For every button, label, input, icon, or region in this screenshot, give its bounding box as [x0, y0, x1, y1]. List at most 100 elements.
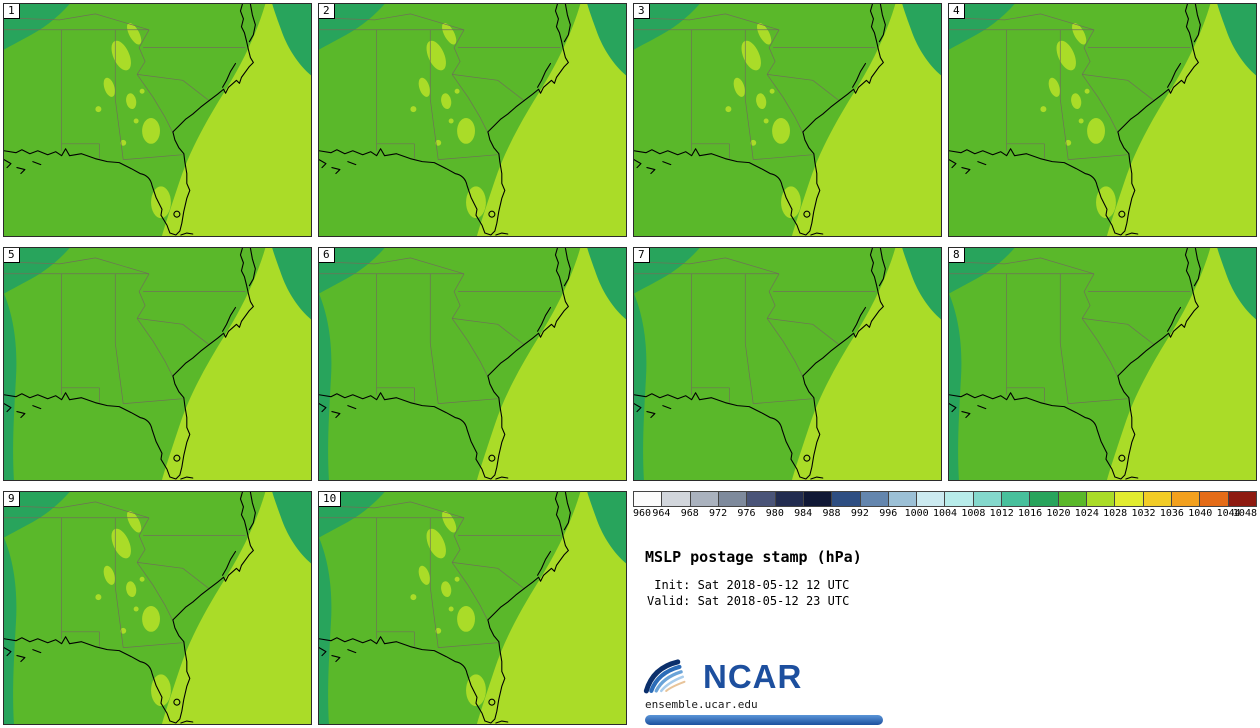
mslp-map	[319, 492, 626, 724]
colorbar-labels: 960 964 968 972 976 980 984 988 992 996 1000 1004 10…	[633, 508, 1257, 521]
colorbar-segment	[832, 492, 861, 506]
delmarva-coast	[248, 4, 256, 43]
panel-number-label: 6	[319, 248, 335, 263]
colorbar	[633, 491, 1257, 507]
colorbar-tick-label: 1032	[1131, 508, 1156, 519]
colorbar-tick-label: 1028	[1103, 508, 1128, 519]
low-pressure-west-strip	[634, 293, 647, 480]
colorbar-tick-label: 980	[765, 508, 784, 519]
high-pressure-region	[476, 248, 626, 480]
florida-keys	[180, 720, 194, 724]
forecast-panel: 7	[633, 247, 942, 481]
gulf-marsh	[4, 647, 42, 663]
colorbar-segment	[1087, 492, 1116, 506]
delmarva-coast	[248, 492, 256, 531]
forecast-panel: 10	[318, 491, 627, 725]
forecast-panel: 8	[948, 247, 1257, 481]
ncar-logo: NCAR	[643, 656, 1257, 696]
footer-blue-bar	[645, 715, 883, 725]
coastline	[949, 248, 1201, 480]
colorbar-tick-label: 960	[633, 508, 652, 519]
inland-light-pressure-patches	[95, 510, 171, 707]
low-pressure-west-strip	[4, 537, 17, 724]
colorbar-tick-label: 972	[709, 508, 728, 519]
lake-okeechobee	[488, 454, 496, 462]
colorbar-segment	[1002, 492, 1031, 506]
colorbar-segment	[1171, 492, 1201, 506]
colorbar-tick-label: 992	[850, 508, 869, 519]
colorbar-segment	[775, 492, 804, 506]
gulf-and-atlantic-coast	[949, 4, 1199, 236]
forecast-panel: 9	[3, 491, 312, 725]
colorbar-segment	[1115, 492, 1144, 506]
panel-number-label: 7	[634, 248, 650, 263]
florida-keys	[810, 232, 824, 236]
inland-light-pressure-patches	[1040, 22, 1116, 219]
state-borders	[634, 13, 876, 161]
low-pressure-nw-corner	[949, 248, 1015, 294]
state-borders	[949, 257, 1191, 405]
colorbar-segment	[718, 492, 748, 506]
inland-light-extra	[95, 88, 171, 219]
colorbar-segment	[860, 492, 889, 506]
gulf-and-atlantic-coast	[949, 248, 1199, 480]
colorbar-tick-label: 1040	[1188, 508, 1213, 519]
state-borders	[4, 501, 246, 649]
florida-keys	[1125, 476, 1139, 480]
pamlico-sound	[537, 62, 552, 88]
inland-light-extra	[410, 88, 486, 219]
delmarva-coast	[563, 248, 571, 287]
coastline	[4, 4, 256, 236]
colorbar-tick-label: 1004	[932, 508, 958, 519]
forecast-panel: 5	[3, 247, 312, 481]
mslp-map	[4, 492, 311, 724]
pamlico-sound	[852, 306, 867, 332]
inland-light-pressure-patches	[410, 510, 486, 707]
lake-okeechobee	[803, 210, 811, 218]
colorbar-tick-label: 988	[822, 508, 841, 519]
colorbar-segment	[973, 492, 1003, 506]
init-valid-times: Init: Sat 2018-05-12 12 UTC Valid: Sat 2…	[647, 578, 1257, 609]
gulf-marsh	[949, 159, 987, 175]
pamlico-sound	[222, 550, 237, 576]
colorbar-segment	[1143, 492, 1172, 506]
low-pressure-ne-corner	[272, 492, 311, 564]
colorbar-tick-label: 1012	[989, 508, 1014, 519]
plot-title: MSLP postage stamp (hPa)	[645, 548, 862, 566]
low-pressure-nw-corner	[4, 4, 70, 50]
florida-keys	[180, 476, 194, 480]
colorbar-tick-label: 976	[737, 508, 756, 519]
mslp-map	[949, 248, 1256, 480]
low-pressure-ne-corner	[587, 4, 626, 76]
pamlico-sound	[1167, 306, 1182, 332]
forecast-panel: 4	[948, 3, 1257, 237]
high-pressure-region	[161, 248, 311, 480]
state-borders	[319, 501, 561, 649]
coastline	[4, 492, 256, 724]
forecast-panel: 3	[633, 3, 942, 237]
gulf-marsh	[319, 159, 357, 175]
low-pressure-ne-corner	[1217, 248, 1256, 320]
mslp-map	[634, 4, 941, 236]
colorbar-segment	[1058, 492, 1087, 506]
gulf-and-atlantic-coast	[4, 4, 254, 236]
mslp-map	[949, 4, 1256, 236]
low-pressure-ne-corner	[587, 248, 626, 320]
panel-number-label: 8	[949, 248, 965, 263]
low-pressure-ne-corner	[902, 4, 941, 76]
mslp-map	[4, 4, 311, 236]
forecast-panel: 1	[3, 3, 312, 237]
colorbar-tick-label: 1000	[904, 508, 929, 519]
colorbar-tick-label: 1048	[1232, 508, 1257, 519]
pamlico-sound	[222, 306, 237, 332]
florida-keys	[1125, 232, 1139, 236]
colorbar-segment	[690, 492, 719, 506]
mslp-map	[4, 248, 311, 480]
gulf-and-atlantic-coast	[319, 248, 569, 480]
delmarva-coast	[878, 248, 886, 287]
ncar-logo-text: NCAR	[703, 657, 803, 695]
colorbar-tick-label: 964	[652, 508, 671, 519]
mslp-map	[319, 248, 626, 480]
low-pressure-west-strip	[949, 293, 962, 480]
